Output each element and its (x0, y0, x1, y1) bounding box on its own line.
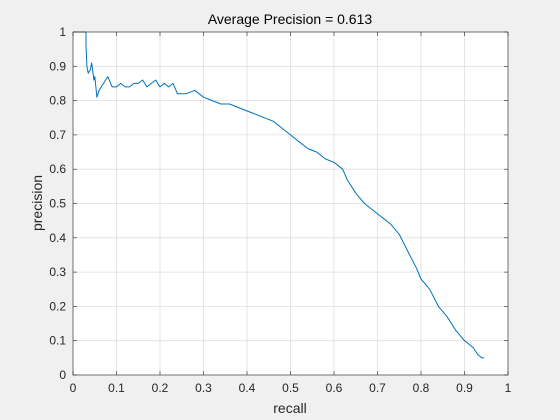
y-axis-label: precision (29, 175, 45, 231)
chart-title: Average Precision = 0.613 (208, 11, 373, 27)
x-tick-label: 0.6 (326, 381, 343, 395)
x-tick-label: 0.3 (195, 381, 212, 395)
x-tick-label: 0.1 (108, 381, 125, 395)
y-tick-label: 0.8 (49, 94, 66, 108)
y-tick-label: 0.5 (49, 197, 66, 211)
y-tick-label: 1 (59, 25, 66, 39)
tick-marks (72, 31, 509, 376)
x-tick-label: 0 (70, 381, 77, 395)
x-tick-label: 0.9 (456, 381, 473, 395)
y-tick-label: 0.7 (49, 128, 66, 142)
y-tick-label: 0.6 (49, 162, 66, 176)
y-tick-label: 0.1 (49, 334, 66, 348)
x-axis-label: recall (273, 400, 306, 416)
y-tick-label: 0.4 (49, 231, 66, 245)
series-group (73, 31, 485, 359)
y-tick-label: 0.2 (49, 299, 66, 313)
y-tick-label: 0.9 (49, 59, 66, 73)
precision-recall-line (73, 31, 485, 359)
x-tick-label: 0.5 (282, 381, 299, 395)
x-tick-label: 0.4 (239, 381, 256, 395)
x-tick-label: 1 (505, 381, 512, 395)
x-tick-labels: 0 0.1 0.2 0.3 0.4 0.5 0.6 0.7 0.8 0.9 1 (70, 381, 512, 395)
x-tick-label: 0.7 (369, 381, 386, 395)
x-tick-label: 0.2 (152, 381, 169, 395)
y-tick-label: 0 (59, 368, 66, 382)
y-tick-labels: 0 0.1 0.2 0.3 0.4 0.5 0.6 0.7 0.8 0.9 1 (49, 25, 66, 382)
y-tick-label: 0.3 (49, 265, 66, 279)
x-tick-label: 0.8 (413, 381, 430, 395)
